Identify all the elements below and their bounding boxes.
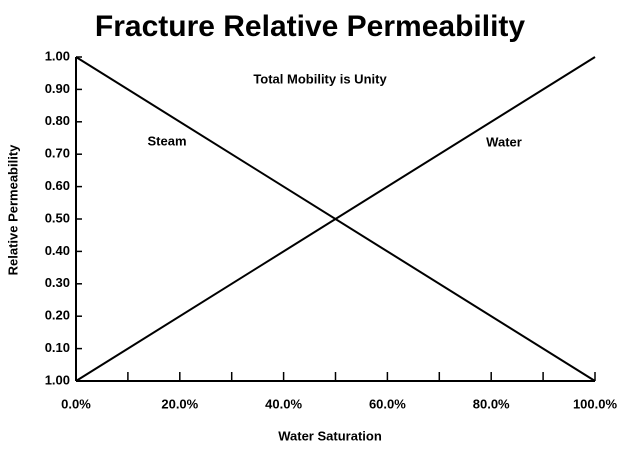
y-tick-label: 0.30 xyxy=(45,275,70,290)
y-tick-label: 0.40 xyxy=(45,243,70,258)
chart-title: Fracture Relative Permeability xyxy=(95,10,526,43)
series-line xyxy=(75,56,596,382)
y-tick-label: 0.20 xyxy=(45,308,70,323)
x-tick-label: 20.0% xyxy=(161,396,198,411)
y-tick-label: 0.80 xyxy=(45,113,70,128)
x-tick-label: 80.0% xyxy=(473,396,510,411)
y-tick-label: 1.00 xyxy=(45,48,70,63)
x-tick-label: 60.0% xyxy=(369,396,406,411)
y-tick-label: 0.90 xyxy=(45,81,70,96)
y-tick-label: 0.70 xyxy=(45,146,70,161)
y-tick-label: 0.50 xyxy=(45,210,70,225)
y-tick-label: 0.10 xyxy=(45,340,70,355)
y-axis-label: Relative Permeability xyxy=(5,144,20,276)
annotation: Total Mobility is Unity xyxy=(253,71,387,86)
x-tick-label: 40.0% xyxy=(265,396,302,411)
x-tick-label: 0.0% xyxy=(61,396,91,411)
x-axis-label: Water Saturation xyxy=(278,428,382,443)
y-tick-label: 0.60 xyxy=(45,178,70,193)
series-label: Water xyxy=(486,134,522,149)
series-label: Steam xyxy=(147,133,186,148)
y-tick-label: 1.00 xyxy=(45,372,70,387)
x-tick-label: 100.0% xyxy=(573,396,618,411)
